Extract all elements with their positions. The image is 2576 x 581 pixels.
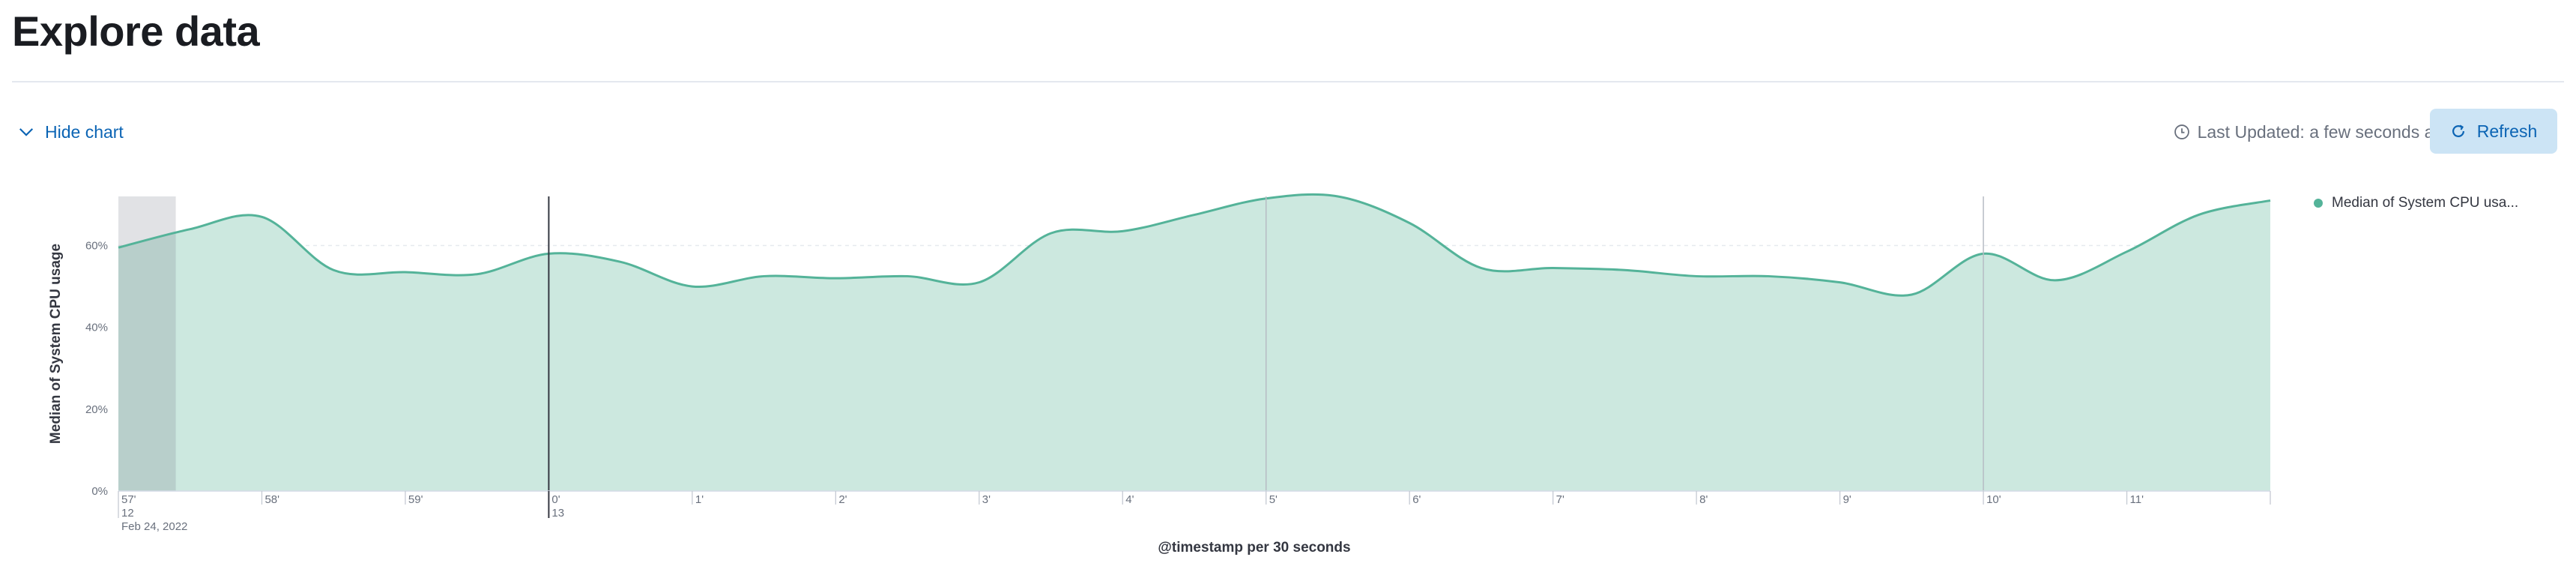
chevron-down-icon xyxy=(19,128,34,136)
page-title: Explore data xyxy=(12,7,260,55)
x-tick-label: 58' xyxy=(264,493,279,506)
x-tick-label: 9' xyxy=(1843,493,1851,506)
y-tick-label: 60% xyxy=(85,240,108,253)
header-divider xyxy=(12,81,2564,82)
x-tick-sublabel: 13 xyxy=(551,507,564,520)
refresh-label: Refresh xyxy=(2476,121,2538,141)
legend-swatch xyxy=(2314,199,2323,208)
refresh-button[interactable]: Refresh xyxy=(2430,109,2557,154)
refresh-icon xyxy=(2452,124,2464,137)
x-tick-sublabel: 12 xyxy=(121,507,134,520)
x-axis-title: @timestamp per 30 seconds xyxy=(1158,540,1350,556)
x-tick-label: 2' xyxy=(838,493,847,506)
y-tick-label: 20% xyxy=(85,403,108,416)
x-tick-label: 7' xyxy=(1556,493,1564,506)
y-tick-label: 0% xyxy=(91,485,108,498)
series-area xyxy=(118,194,2270,491)
x-tick-label: 6' xyxy=(1412,493,1421,506)
x-tick-label: 0' xyxy=(551,493,560,506)
legend-item[interactable]: Median of System CPU usa... xyxy=(2314,195,2518,211)
x-tick-label: 10' xyxy=(1986,493,2001,506)
x-tick-date-label: Feb 24, 2022 xyxy=(121,520,187,533)
x-tick-label: 3' xyxy=(982,493,991,506)
x-tick-label: 11' xyxy=(2130,493,2144,506)
last-updated-status: Last Updated: a few seconds ago xyxy=(2174,118,2453,145)
clock-icon xyxy=(2174,124,2189,139)
x-tick-label: 59' xyxy=(408,493,423,506)
x-tick-label: 8' xyxy=(1699,493,1708,506)
x-tick-label: 4' xyxy=(1125,493,1134,506)
x-tick-label: 5' xyxy=(1269,493,1278,506)
series-line xyxy=(118,193,2271,297)
last-updated-text: Last Updated: a few seconds ago xyxy=(2197,121,2453,142)
hide-chart-label: Hide chart xyxy=(45,121,124,142)
x-tick-label: 1' xyxy=(695,493,704,506)
hide-chart-button[interactable]: Hide chart xyxy=(18,118,124,145)
x-tick-label: 57' xyxy=(121,493,136,506)
y-axis-title: Median of System CPU usage xyxy=(48,244,64,444)
legend-label: Median of System CPU usa... xyxy=(2332,195,2519,211)
y-tick-label: 40% xyxy=(85,322,108,334)
